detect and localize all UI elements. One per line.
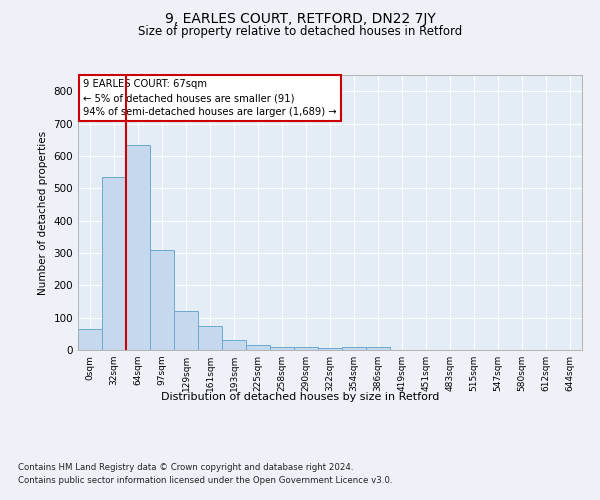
Bar — [78, 329, 102, 350]
Bar — [198, 326, 222, 350]
Text: Distribution of detached houses by size in Retford: Distribution of detached houses by size … — [161, 392, 439, 402]
Bar — [126, 144, 150, 350]
Bar — [270, 347, 294, 350]
Text: 9, EARLES COURT, RETFORD, DN22 7JY: 9, EARLES COURT, RETFORD, DN22 7JY — [164, 12, 436, 26]
Y-axis label: Number of detached properties: Number of detached properties — [38, 130, 48, 294]
Text: Size of property relative to detached houses in Retford: Size of property relative to detached ho… — [138, 25, 462, 38]
Bar — [366, 348, 390, 350]
Bar — [342, 347, 366, 350]
Text: 9 EARLES COURT: 67sqm
← 5% of detached houses are smaller (91)
94% of semi-detac: 9 EARLES COURT: 67sqm ← 5% of detached h… — [83, 79, 337, 117]
Bar — [318, 348, 342, 350]
Bar — [102, 177, 126, 350]
Text: Contains HM Land Registry data © Crown copyright and database right 2024.: Contains HM Land Registry data © Crown c… — [18, 462, 353, 471]
Bar — [294, 348, 318, 350]
Bar — [246, 344, 270, 350]
Bar — [174, 311, 198, 350]
Text: Contains public sector information licensed under the Open Government Licence v3: Contains public sector information licen… — [18, 476, 392, 485]
Bar — [150, 250, 174, 350]
Bar — [222, 340, 246, 350]
